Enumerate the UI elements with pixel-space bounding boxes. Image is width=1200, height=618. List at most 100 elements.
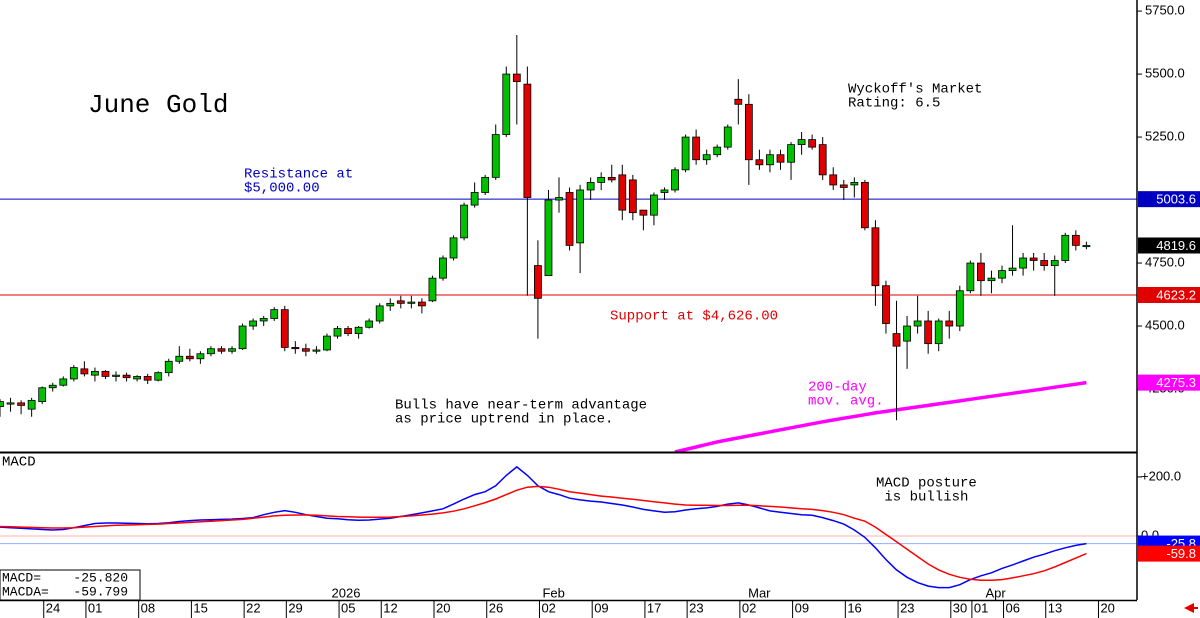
candle-body xyxy=(48,384,57,389)
candle-body xyxy=(38,387,47,403)
candle-body xyxy=(17,402,25,406)
candle-body xyxy=(628,179,637,214)
candle-body xyxy=(1029,257,1038,261)
candle-body xyxy=(417,301,426,307)
candle-body xyxy=(555,197,563,201)
candle-body xyxy=(1071,234,1080,246)
candle-body xyxy=(755,159,764,166)
candle-body xyxy=(1061,234,1070,261)
annotation: Bulls have near-term advantage xyxy=(395,398,647,414)
x-tick-label: 22 xyxy=(246,600,260,615)
candle-body xyxy=(333,328,342,337)
candle-body xyxy=(502,73,511,135)
candle-body xyxy=(534,265,542,299)
price-panel xyxy=(0,35,1137,452)
chart-title: June Gold xyxy=(88,90,228,120)
candle-body xyxy=(449,237,458,259)
annotation: as price uptrend in place. xyxy=(395,412,613,428)
candle-body xyxy=(523,83,532,198)
candle-body xyxy=(59,378,68,386)
macd-line xyxy=(0,485,1087,581)
candle-body xyxy=(344,328,352,334)
candle-body xyxy=(776,154,785,163)
value-box-label: 4623.2 xyxy=(1156,287,1196,302)
candle-body xyxy=(270,309,279,319)
candle-body xyxy=(259,318,268,322)
readout-box xyxy=(0,569,141,601)
candle-body xyxy=(6,402,15,405)
y-tick-label: 4500.0 xyxy=(1145,317,1185,332)
candle-body xyxy=(607,176,616,181)
candle-body xyxy=(291,347,300,350)
candle-body xyxy=(375,305,384,322)
candle-body xyxy=(217,348,226,352)
candle-body xyxy=(966,262,975,292)
candle-body xyxy=(839,184,848,188)
candle-body xyxy=(154,372,163,381)
value-box xyxy=(1138,545,1200,562)
candle-body xyxy=(544,199,553,277)
candle-body xyxy=(354,326,363,334)
candle-body xyxy=(860,182,869,229)
candle-body xyxy=(871,227,880,287)
candle-body xyxy=(797,139,806,146)
candle-body xyxy=(460,204,468,239)
candle-body xyxy=(80,368,89,375)
x-tick-label: 16 xyxy=(847,600,861,615)
candle-body xyxy=(576,189,585,244)
x-tick-label: 05 xyxy=(341,600,355,615)
candle-body xyxy=(924,320,933,345)
candle-body xyxy=(27,399,36,410)
x-tick-label: 09 xyxy=(594,600,608,615)
scroll-arrow[interactable] xyxy=(1184,603,1198,613)
candle-body xyxy=(734,98,743,105)
candle-body xyxy=(428,277,437,302)
candle-body xyxy=(1019,257,1027,269)
readout-value: -59.799 xyxy=(73,584,128,599)
annotation: Resistance at xyxy=(244,167,353,183)
x-tick-label: 12 xyxy=(383,600,397,615)
candle-body xyxy=(175,355,184,362)
readout-name: MACD= xyxy=(2,570,41,585)
candle-body xyxy=(207,348,215,355)
candle-body xyxy=(818,144,827,176)
candle-body xyxy=(280,309,289,348)
candle-body xyxy=(512,73,521,83)
y-tick-label: 5500.0 xyxy=(1145,66,1185,81)
candle-body xyxy=(597,176,606,183)
candle-body xyxy=(439,257,447,279)
candle-body xyxy=(396,300,405,304)
candle-body xyxy=(365,320,374,328)
candle-body xyxy=(238,325,247,350)
value-box xyxy=(1138,374,1200,391)
x-tick-label: 08 xyxy=(141,600,155,615)
candle-body xyxy=(976,262,985,282)
candle-body xyxy=(1082,245,1091,248)
candle-body xyxy=(249,320,258,327)
candle-body xyxy=(955,290,964,327)
candle-body xyxy=(407,301,416,304)
candle-body xyxy=(1008,267,1017,271)
candle-body xyxy=(639,209,648,216)
candle-body xyxy=(491,134,500,178)
candle-body xyxy=(143,376,152,381)
candle-body xyxy=(850,182,859,186)
month-label: 2026 xyxy=(332,585,361,600)
candle-body xyxy=(481,176,490,193)
readout-value: -25.820 xyxy=(73,570,128,585)
candle-body xyxy=(91,370,99,376)
value-box xyxy=(1138,191,1200,208)
candle-body xyxy=(133,376,142,380)
x-tick-label: 20 xyxy=(436,600,450,615)
candle-body xyxy=(660,189,669,193)
candle-body xyxy=(586,182,595,191)
annotation: $5,000.00 xyxy=(244,181,320,197)
candle-body xyxy=(787,144,795,163)
x-tick-label: 30 xyxy=(953,600,967,615)
x-tick-label: 02 xyxy=(742,600,756,615)
x-tick-label: 23 xyxy=(689,600,703,615)
month-label: Apr xyxy=(985,585,1006,600)
annotation: MACD posture xyxy=(876,476,977,492)
